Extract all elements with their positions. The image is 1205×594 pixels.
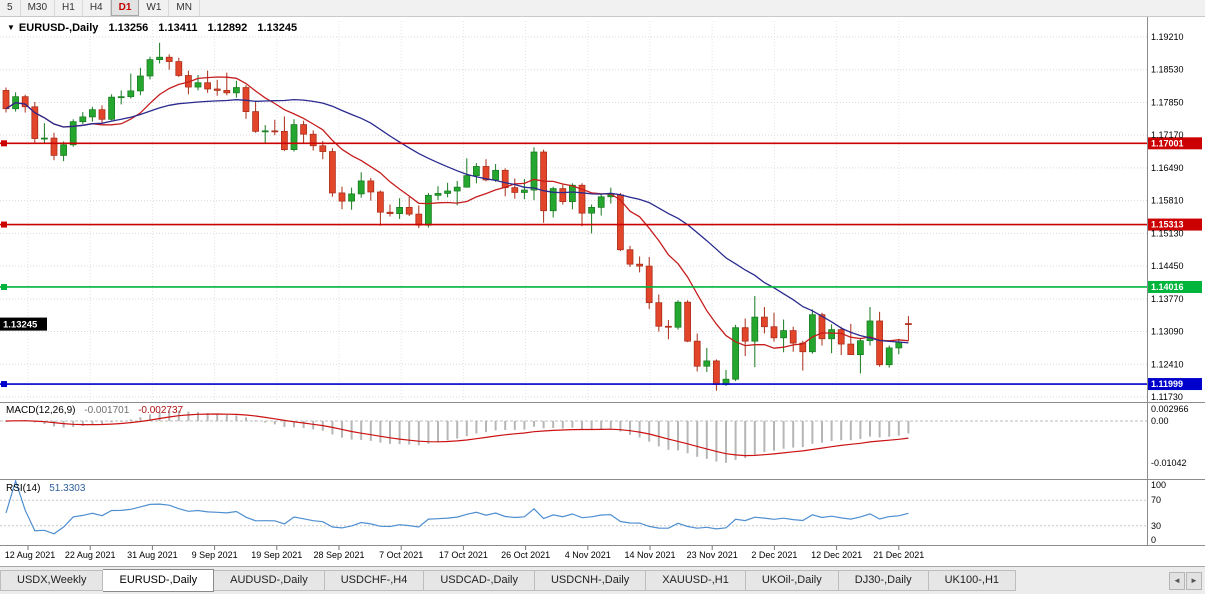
candles-layer <box>2 42 912 391</box>
tab-scroll-right-button[interactable]: ► <box>1186 571 1202 590</box>
chart-tab-usdcnh-daily[interactable]: USDCNH-,Daily <box>534 570 647 591</box>
svg-text:1.18530: 1.18530 <box>1151 65 1184 75</box>
grid-layer <box>0 21 1147 400</box>
svg-text:2 Dec 2021: 2 Dec 2021 <box>751 550 797 560</box>
hline-1.15313[interactable]: 1.15313 <box>0 218 1202 231</box>
current-price-badge: 1.13245 <box>0 317 47 331</box>
chart-tab-eurusd-daily[interactable]: EURUSD-,Daily <box>103 569 215 592</box>
svg-text:1.11999: 1.11999 <box>1151 379 1183 389</box>
chart-tab-usdchf-h4[interactable]: USDCHF-,H4 <box>324 570 425 591</box>
svg-text:1.15313: 1.15313 <box>1151 220 1184 230</box>
svg-text:1.17001: 1.17001 <box>1151 138 1184 148</box>
svg-text:1.15130: 1.15130 <box>1151 228 1184 238</box>
timeframe-button-h4[interactable]: H4 <box>83 0 111 16</box>
indicator-layer <box>0 410 1147 535</box>
svg-text:4 Nov 2021: 4 Nov 2021 <box>565 550 611 560</box>
timeframe-toolbar: 5 M30 H1 H4 D1 W1 MN <box>0 0 1205 17</box>
svg-text:1.13090: 1.13090 <box>1151 327 1184 337</box>
chart-tab-dj30-daily[interactable]: DJ30-,Daily <box>838 570 929 591</box>
svg-text:23 Nov 2021: 23 Nov 2021 <box>687 550 738 560</box>
svg-text:1.13245: 1.13245 <box>3 320 38 331</box>
timeframe-button-5[interactable]: 5 <box>0 0 21 16</box>
timeframe-button-d1[interactable]: D1 <box>110 0 140 16</box>
macd-signal-line <box>5 413 909 457</box>
svg-text:1.12410: 1.12410 <box>1151 359 1184 369</box>
hline-1.11999[interactable]: 1.11999 <box>0 378 1202 391</box>
svg-text:70: 70 <box>1151 495 1161 505</box>
svg-text:100: 100 <box>1151 480 1166 490</box>
svg-text:26 Oct 2021: 26 Oct 2021 <box>501 550 550 560</box>
svg-text:1.14450: 1.14450 <box>1151 261 1184 271</box>
hline-1.17001[interactable]: 1.17001 <box>0 137 1202 150</box>
chart-canvas[interactable]: 1.17001 1.15313 1.14016 1.11999 1.19210 1.185… <box>0 17 1205 566</box>
chart-tab-usdx-weekly[interactable]: USDX,Weekly <box>0 570 104 591</box>
chart-tabs-bar: USDX,Weekly EURUSD-,Daily AUDUSD-,Daily USD… <box>0 566 1205 594</box>
chart-tab-usdcad-daily[interactable]: USDCAD-,Daily <box>424 570 535 591</box>
svg-text:0.00: 0.00 <box>1151 416 1169 426</box>
svg-text:31 Aug 2021: 31 Aug 2021 <box>127 550 178 560</box>
svg-text:12 Aug 2021: 12 Aug 2021 <box>5 550 56 560</box>
timeframe-button-m30[interactable]: M30 <box>21 0 56 16</box>
axis-layer: 1.19210 1.18530 1.17850 1.17170 1.16490 1.158… <box>0 17 1205 560</box>
ma-10-line <box>5 76 909 349</box>
svg-text:1.17850: 1.17850 <box>1151 97 1184 107</box>
svg-text:19 Sep 2021: 19 Sep 2021 <box>251 550 302 560</box>
svg-text:22 Aug 2021: 22 Aug 2021 <box>65 550 116 560</box>
chart-tab-audusd-daily[interactable]: AUDUSD-,Daily <box>214 570 325 591</box>
svg-text:0: 0 <box>1151 535 1156 545</box>
svg-text:9 Sep 2021: 9 Sep 2021 <box>192 550 238 560</box>
svg-text:21 Dec 2021: 21 Dec 2021 <box>873 550 924 560</box>
svg-text:1.16490: 1.16490 <box>1151 163 1184 173</box>
tab-scroll-left-button[interactable]: ◄ <box>1169 571 1185 590</box>
svg-text:12 Dec 2021: 12 Dec 2021 <box>811 550 862 560</box>
chart-tab-uk100-h1[interactable]: UK100-,H1 <box>928 570 1017 591</box>
svg-text:30: 30 <box>1151 521 1161 531</box>
svg-text:1.11730: 1.11730 <box>1151 392 1183 402</box>
rsi-line <box>5 478 909 535</box>
svg-text:1.19210: 1.19210 <box>1151 32 1184 42</box>
chart-tab-ukoil-daily[interactable]: UKOil-,Daily <box>745 570 839 591</box>
timeframe-button-w1[interactable]: W1 <box>139 0 170 16</box>
hlines-layer: 1.17001 1.15313 1.14016 1.11999 <box>0 137 1202 391</box>
chart-collapse-icon[interactable]: ▼ <box>7 23 15 32</box>
svg-text:1.14016: 1.14016 <box>1151 282 1184 292</box>
svg-text:1.17170: 1.17170 <box>1151 130 1184 140</box>
svg-text:14 Nov 2021: 14 Nov 2021 <box>624 550 675 560</box>
timeframe-button-h1[interactable]: H1 <box>55 0 83 16</box>
chart-tabs: USDX,Weekly EURUSD-,Daily AUDUSD-,Daily USD… <box>0 567 1017 594</box>
hline-1.14016[interactable]: 1.14016 <box>0 280 1202 293</box>
tab-scroll-controls: ◄ ► <box>1169 567 1205 594</box>
svg-text:-0.01042: -0.01042 <box>1151 458 1187 468</box>
svg-text:28 Sep 2021: 28 Sep 2021 <box>313 550 364 560</box>
ma-24-line <box>5 98 909 344</box>
svg-text:1.13770: 1.13770 <box>1151 294 1184 304</box>
chart-tab-xauusd-h1[interactable]: XAUUSD-,H1 <box>646 570 746 591</box>
svg-text:17 Oct 2021: 17 Oct 2021 <box>439 550 488 560</box>
timeframe-button-mn[interactable]: MN <box>169 0 200 16</box>
svg-text:0.002966: 0.002966 <box>1151 404 1189 414</box>
svg-text:7 Oct 2021: 7 Oct 2021 <box>379 550 423 560</box>
svg-text:1.15810: 1.15810 <box>1151 196 1184 206</box>
